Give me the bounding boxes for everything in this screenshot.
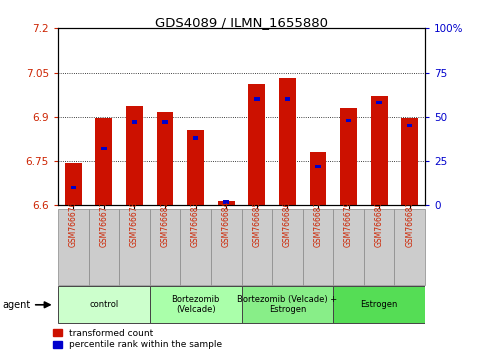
FancyBboxPatch shape	[242, 286, 333, 323]
Bar	[371, 96, 387, 205]
Bar	[224, 200, 229, 204]
Text: GDS4089 / ILMN_1655880: GDS4089 / ILMN_1655880	[155, 16, 328, 29]
FancyBboxPatch shape	[119, 209, 150, 285]
Bar	[126, 107, 143, 205]
FancyBboxPatch shape	[333, 209, 364, 285]
Text: GSM766685: GSM766685	[252, 200, 261, 247]
Bar	[284, 97, 290, 101]
FancyBboxPatch shape	[150, 286, 242, 323]
FancyBboxPatch shape	[272, 209, 303, 285]
FancyBboxPatch shape	[88, 209, 119, 285]
Text: GSM766687: GSM766687	[313, 200, 323, 247]
FancyBboxPatch shape	[150, 209, 180, 285]
Bar	[187, 130, 204, 205]
Bar	[315, 165, 321, 168]
Text: control: control	[89, 300, 118, 309]
Bar	[248, 84, 265, 205]
Text: agent: agent	[2, 300, 30, 310]
Bar	[279, 79, 296, 205]
Bar	[71, 186, 76, 189]
Bar	[310, 152, 327, 205]
Bar	[156, 112, 173, 205]
Bar	[218, 201, 235, 205]
FancyBboxPatch shape	[180, 209, 211, 285]
Text: Bortezomib (Velcade) +
Estrogen: Bortezomib (Velcade) + Estrogen	[237, 295, 338, 314]
FancyBboxPatch shape	[58, 209, 88, 285]
Text: GSM766686: GSM766686	[283, 200, 292, 247]
Bar	[96, 118, 112, 205]
Text: GSM766682: GSM766682	[160, 201, 170, 247]
Bar	[65, 162, 82, 205]
FancyBboxPatch shape	[364, 209, 395, 285]
Text: Estrogen: Estrogen	[360, 300, 398, 309]
Bar	[407, 124, 412, 127]
FancyBboxPatch shape	[58, 286, 150, 323]
FancyBboxPatch shape	[242, 209, 272, 285]
Text: GSM766683: GSM766683	[191, 200, 200, 247]
Text: GSM766684: GSM766684	[222, 200, 231, 247]
Bar	[132, 120, 137, 124]
FancyBboxPatch shape	[333, 286, 425, 323]
Bar	[401, 118, 418, 205]
Legend: transformed count, percentile rank within the sample: transformed count, percentile rank withi…	[53, 329, 222, 349]
Bar	[162, 120, 168, 124]
Bar	[340, 108, 357, 205]
Bar	[346, 119, 351, 122]
FancyBboxPatch shape	[395, 209, 425, 285]
FancyBboxPatch shape	[303, 209, 333, 285]
FancyBboxPatch shape	[211, 209, 242, 285]
Text: GSM766681: GSM766681	[405, 201, 414, 247]
Text: GSM766677: GSM766677	[99, 200, 108, 247]
Bar	[376, 101, 382, 104]
Bar	[193, 136, 199, 140]
Text: GSM766679: GSM766679	[344, 200, 353, 247]
Text: Bortezomib
(Velcade): Bortezomib (Velcade)	[171, 295, 220, 314]
Text: GSM766678: GSM766678	[130, 200, 139, 247]
Text: GSM766676: GSM766676	[69, 200, 78, 247]
Bar	[101, 147, 107, 150]
Bar	[254, 97, 259, 101]
Text: GSM766680: GSM766680	[375, 200, 384, 247]
